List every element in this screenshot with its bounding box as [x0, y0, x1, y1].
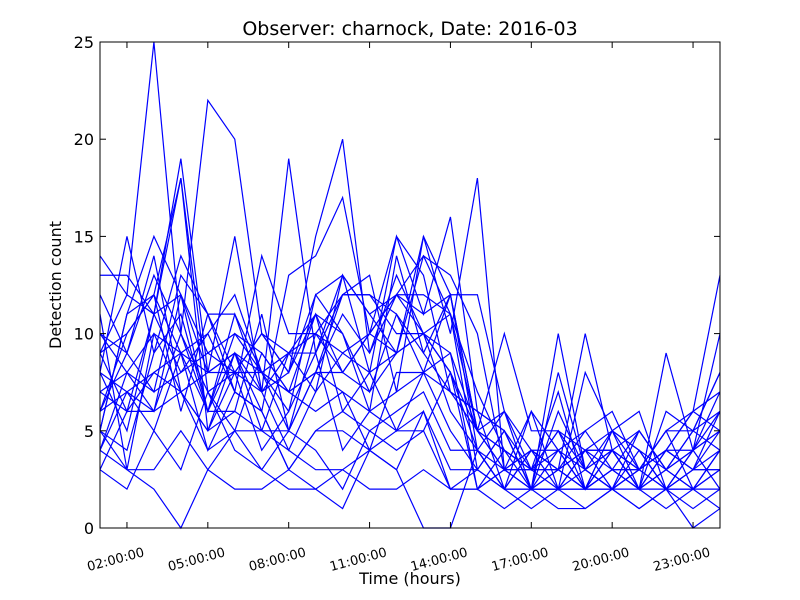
- y-tick-label: 0: [84, 519, 94, 538]
- y-axis-label: Detection count: [46, 221, 65, 349]
- series-layer: [99, 41, 721, 530]
- series-line-19: [99, 331, 721, 490]
- series-line-24: [99, 409, 721, 510]
- y-tick-label: 15: [74, 227, 94, 246]
- series-line-8: [99, 235, 721, 490]
- series-line-21: [99, 351, 721, 491]
- series-line-18: [99, 312, 720, 490]
- chart-title: Observer: charnock, Date: 2016-03: [242, 18, 577, 40]
- plot-frame: [99, 41, 721, 529]
- series-line-4: [99, 177, 721, 471]
- series-line-16: [99, 312, 721, 491]
- y-tick-label: 5: [84, 422, 94, 441]
- y-axis-ticks: 0 5 10 15 20 25: [74, 33, 720, 538]
- series-line-26: [99, 449, 721, 530]
- series-line-22: [99, 351, 721, 490]
- y-tick-label: 20: [74, 130, 94, 149]
- y-tick-label: 25: [74, 33, 94, 52]
- y-tick-label: 10: [74, 325, 94, 344]
- x-axis-label: Time (hours): [358, 569, 461, 588]
